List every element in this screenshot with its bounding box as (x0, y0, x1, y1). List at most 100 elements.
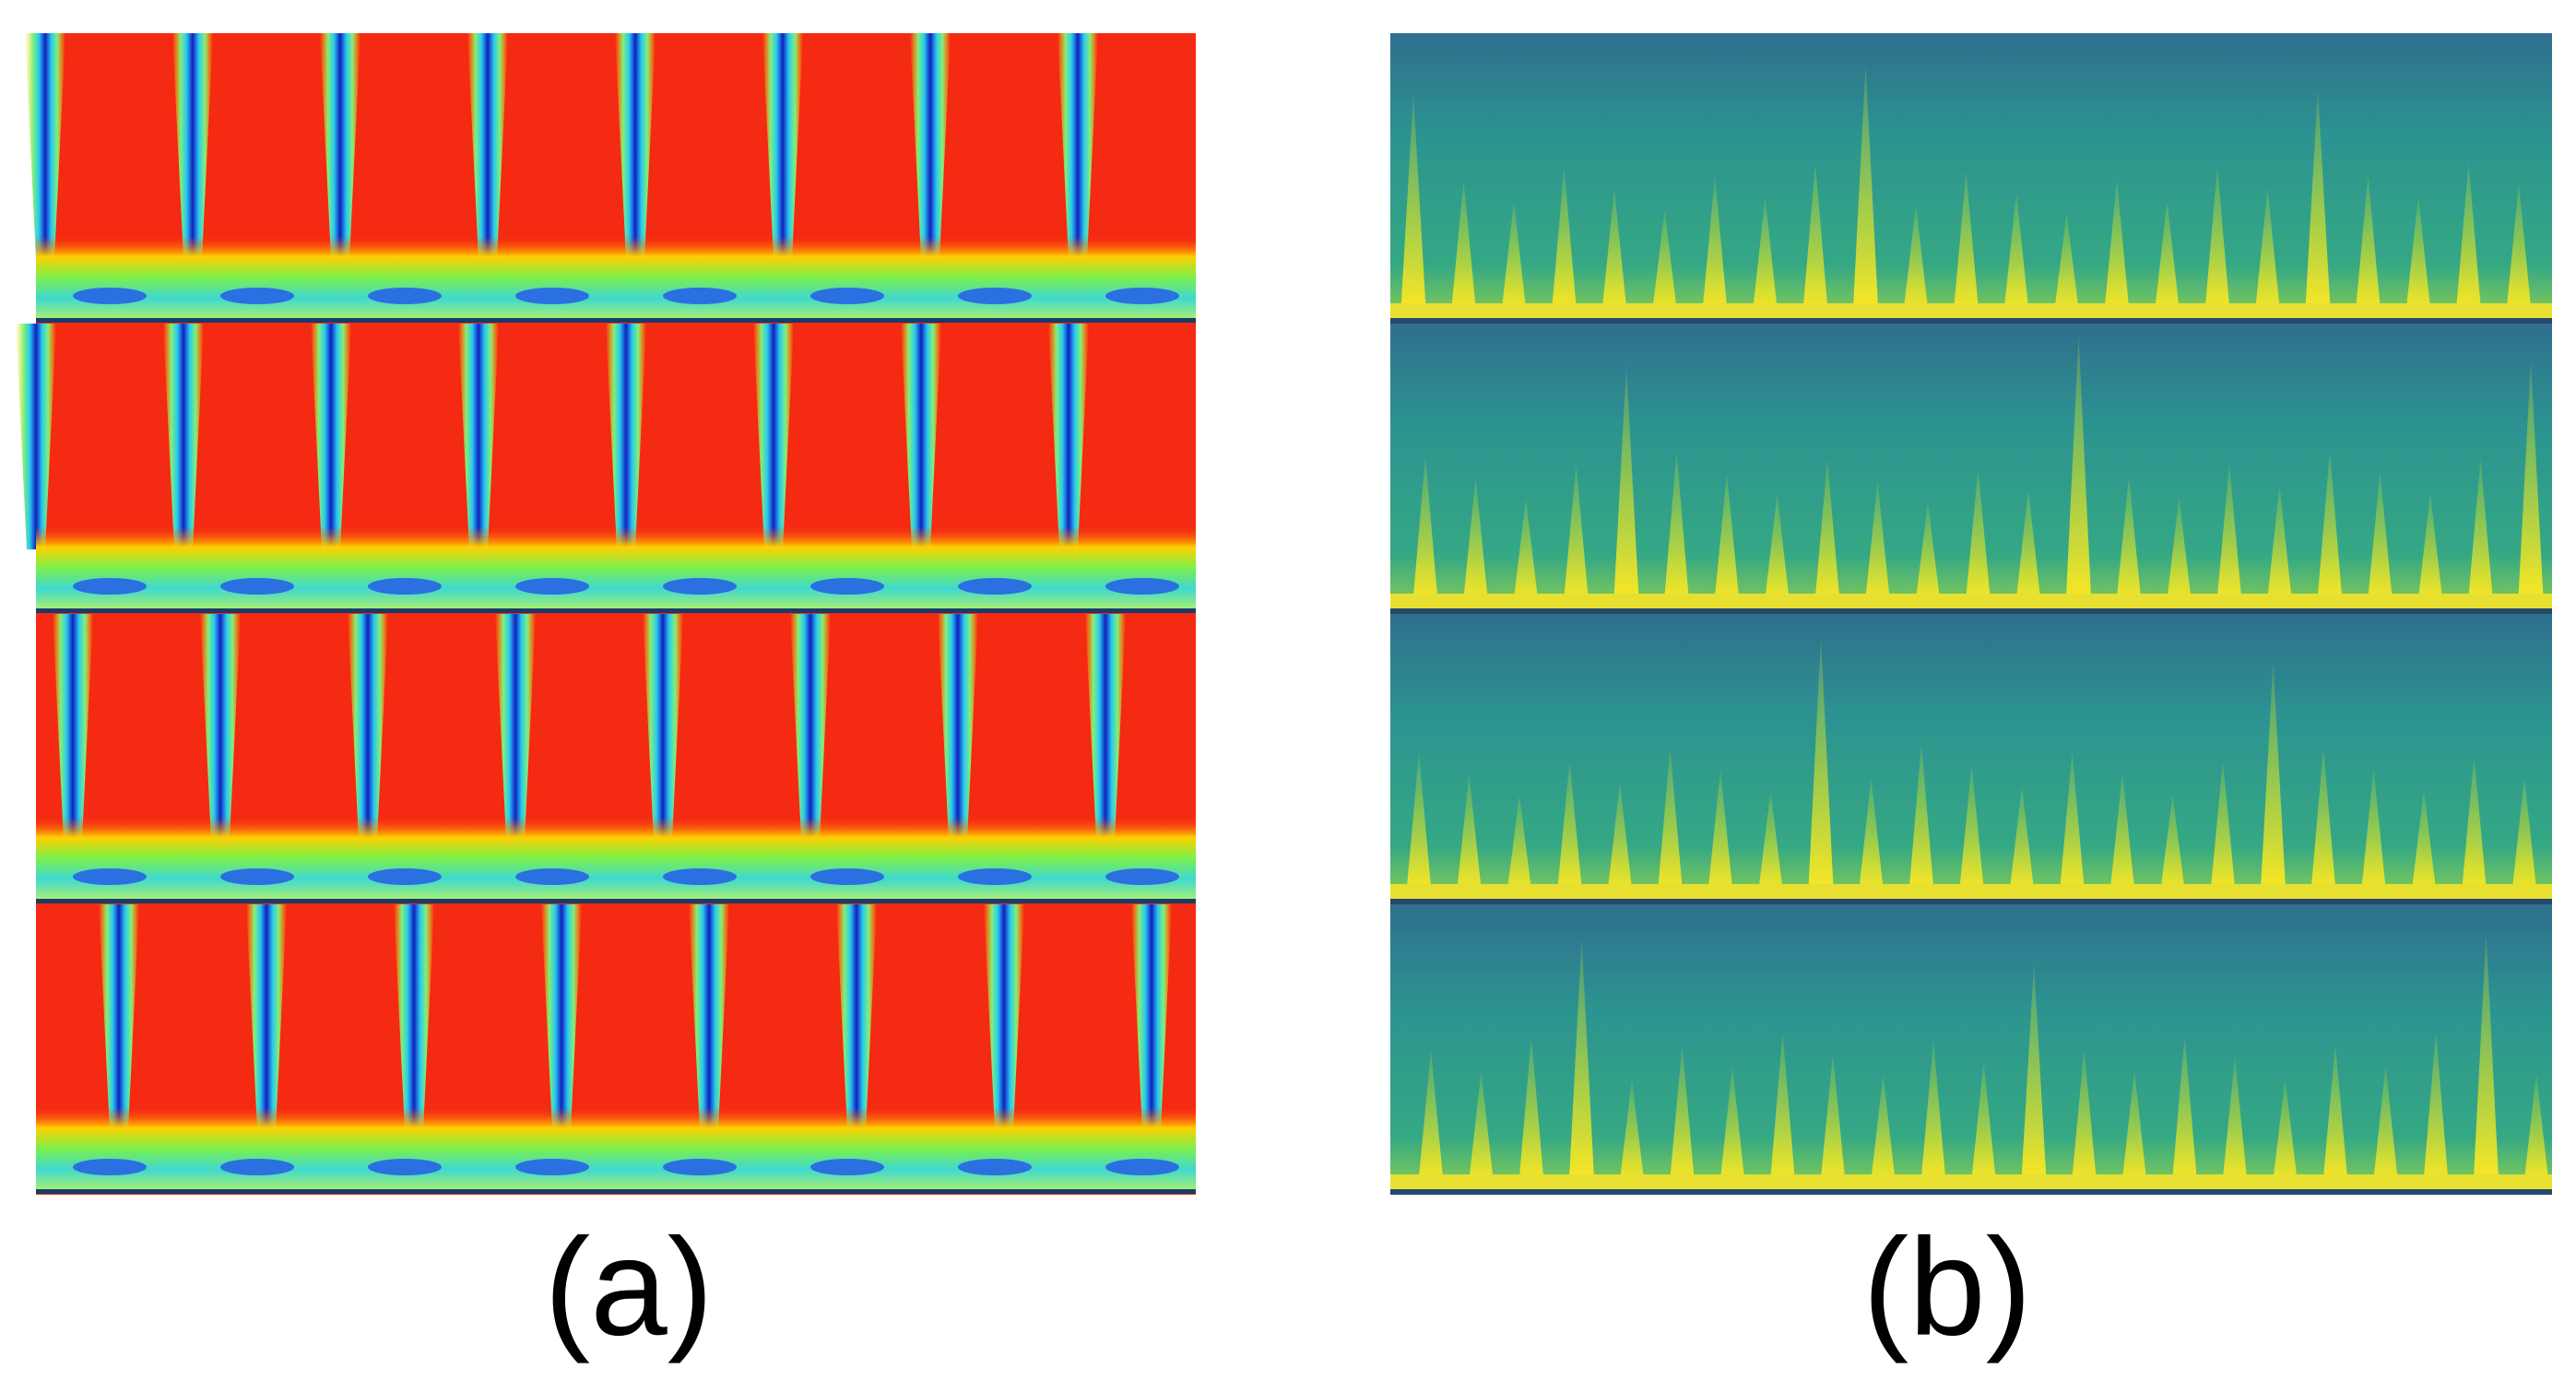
spike (2104, 180, 2130, 316)
stripe (643, 614, 683, 840)
stripe (53, 614, 93, 840)
spike (1418, 1050, 1444, 1187)
spike (1663, 452, 1690, 607)
spike (2222, 1057, 2248, 1187)
spike (2071, 1049, 2097, 1187)
sep (1390, 608, 2552, 614)
spike (1820, 1054, 1846, 1187)
blob (220, 578, 294, 595)
blob (810, 288, 884, 304)
stripe (1131, 904, 1172, 1130)
band (1390, 884, 2552, 899)
spike (1864, 481, 1891, 607)
stripe (16, 324, 56, 549)
stripe (246, 904, 287, 1130)
spike (1607, 783, 1633, 897)
spike (2166, 498, 2192, 607)
sep (36, 899, 1196, 903)
blob (73, 578, 147, 595)
blob (368, 578, 442, 595)
blob (958, 868, 1032, 885)
spike (1501, 202, 1527, 316)
spike (2372, 1066, 2399, 1187)
spike (1707, 770, 1733, 897)
blob (663, 1159, 737, 1175)
blob (73, 288, 147, 304)
spike (2523, 1074, 2549, 1187)
panel-b-image (1390, 33, 2552, 1195)
stripe (901, 324, 941, 549)
stripe (495, 614, 536, 840)
spike (1970, 1062, 1997, 1187)
spike (1669, 1045, 1696, 1187)
blob (958, 1159, 1032, 1175)
sep (1390, 318, 2552, 324)
stripe (606, 324, 646, 549)
band (36, 1107, 1196, 1190)
blob (1105, 578, 1179, 595)
blob (810, 1159, 884, 1175)
spike (1563, 465, 1589, 607)
spike (1858, 778, 1885, 897)
blob (810, 868, 884, 885)
spike (1915, 502, 1941, 607)
spike (1965, 468, 1991, 607)
spike (1764, 494, 1790, 607)
spike (2121, 1070, 2147, 1187)
blob (663, 288, 737, 304)
spike (2417, 493, 2443, 607)
spike (1556, 761, 1583, 897)
stripe (615, 33, 656, 259)
spike (2015, 490, 2041, 607)
blob (1105, 868, 1179, 885)
spike (1412, 456, 1438, 607)
spike (1468, 1071, 1495, 1187)
stripe (762, 33, 803, 259)
spike (1953, 171, 1979, 316)
blob (220, 868, 294, 885)
spike (2360, 769, 2387, 897)
spike (2059, 752, 2086, 897)
stripe (467, 33, 508, 259)
spike (1852, 65, 1879, 316)
sep (1390, 899, 2552, 904)
spike (2116, 477, 2142, 607)
spike (2310, 748, 2336, 897)
blob (810, 578, 884, 595)
stripe (938, 614, 978, 840)
spike (1518, 1037, 1544, 1187)
blob (368, 288, 442, 304)
spike (2305, 89, 2331, 316)
band (36, 817, 1196, 900)
blob (220, 288, 294, 304)
spike (1702, 176, 1728, 316)
blob (73, 868, 147, 885)
stripe (910, 33, 951, 259)
stripe (836, 904, 877, 1130)
spike (1870, 1075, 1897, 1187)
sep (1390, 1189, 2552, 1195)
stripe (172, 33, 213, 259)
stripe (163, 324, 204, 549)
spike (2473, 933, 2499, 1187)
blob (220, 1159, 294, 1175)
spike (1802, 163, 1828, 316)
blob (663, 868, 737, 885)
spike (2518, 360, 2544, 607)
stripe (348, 614, 388, 840)
spike (1406, 753, 1432, 897)
blob (368, 1159, 442, 1175)
spike (1551, 168, 1578, 316)
blob (1105, 1159, 1179, 1175)
blob (515, 1159, 589, 1175)
spike (2266, 485, 2293, 607)
stripe (320, 33, 360, 259)
spike (2367, 472, 2393, 607)
spike (1400, 95, 1426, 316)
spike (2467, 459, 2494, 607)
stripe (99, 904, 139, 1130)
spike (1456, 774, 1483, 897)
spike (1808, 637, 1834, 897)
spike (2159, 795, 2186, 897)
panel-label: (a) (544, 1209, 713, 1364)
